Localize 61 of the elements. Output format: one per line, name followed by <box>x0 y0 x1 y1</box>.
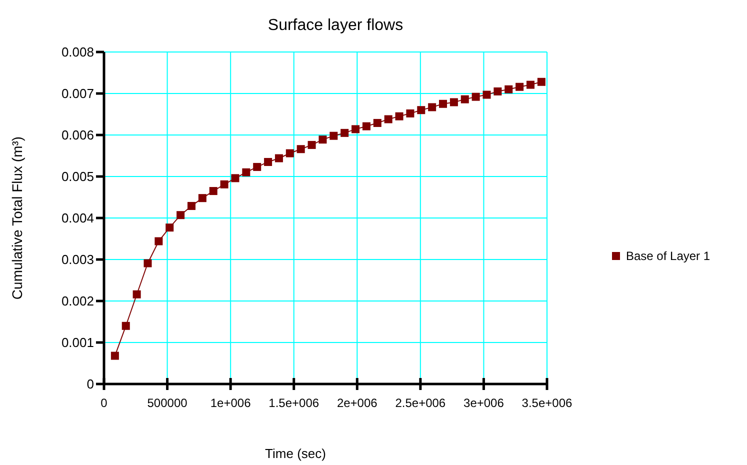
point <box>373 118 382 127</box>
point <box>340 128 349 137</box>
point <box>472 92 480 101</box>
point <box>198 194 206 202</box>
y-tick-label: 0.008 <box>61 44 94 60</box>
point <box>406 109 414 118</box>
point <box>384 115 392 124</box>
point <box>450 98 458 106</box>
point <box>122 322 130 330</box>
point <box>439 100 448 108</box>
point <box>132 290 141 298</box>
x-axis-title: Time (sec) <box>265 446 326 461</box>
point <box>110 352 119 360</box>
x-tick-label: 1.5e+006 <box>268 396 320 410</box>
point <box>209 187 218 196</box>
x-tick-label: 3.5e+006 <box>522 396 573 410</box>
point <box>482 90 491 99</box>
chart-title: Surface layer flows <box>268 17 404 34</box>
point <box>537 78 546 86</box>
point <box>166 224 174 232</box>
y-axis-title: Cumulative Total Flux (m³) <box>9 136 25 300</box>
point <box>231 174 240 182</box>
point <box>428 103 436 112</box>
point <box>460 95 469 104</box>
x-tick-label: 0 <box>100 396 108 410</box>
point <box>330 132 338 140</box>
point <box>526 80 534 89</box>
y-tick-label: 0.004 <box>61 210 94 226</box>
x-tick-label: 3e+006 <box>464 396 504 410</box>
point <box>352 125 360 134</box>
legend-label: Base of Layer 1 <box>626 249 710 264</box>
y-tick-label: 0.003 <box>61 252 94 268</box>
point <box>220 180 228 188</box>
y-tick-label: 0.005 <box>61 169 94 184</box>
x-tick-label: 2.5e+006 <box>395 396 446 410</box>
point <box>494 87 502 96</box>
point <box>144 259 152 268</box>
point <box>242 168 250 176</box>
point <box>504 85 513 94</box>
point <box>253 162 262 171</box>
point <box>516 82 524 91</box>
point <box>318 136 327 144</box>
point <box>308 140 316 149</box>
y-tick-label: 0 <box>86 376 94 392</box>
x-tick-label: 2e+006 <box>336 396 378 410</box>
x-tick-label: 1e+006 <box>210 396 252 410</box>
point <box>362 122 370 130</box>
point <box>286 149 294 158</box>
y-tick-label: 0.006 <box>61 128 94 143</box>
point <box>417 106 426 114</box>
y-tick-label: 0.002 <box>61 294 94 309</box>
point <box>176 211 185 220</box>
x-tick-label: 500000 <box>147 396 188 410</box>
y-tick-label: 0.007 <box>61 86 94 102</box>
point <box>264 158 272 166</box>
point <box>274 154 283 162</box>
point <box>296 145 305 154</box>
point <box>187 202 196 210</box>
y-tick-label: 0.001 <box>61 335 94 350</box>
point <box>154 237 163 246</box>
point <box>395 112 404 120</box>
